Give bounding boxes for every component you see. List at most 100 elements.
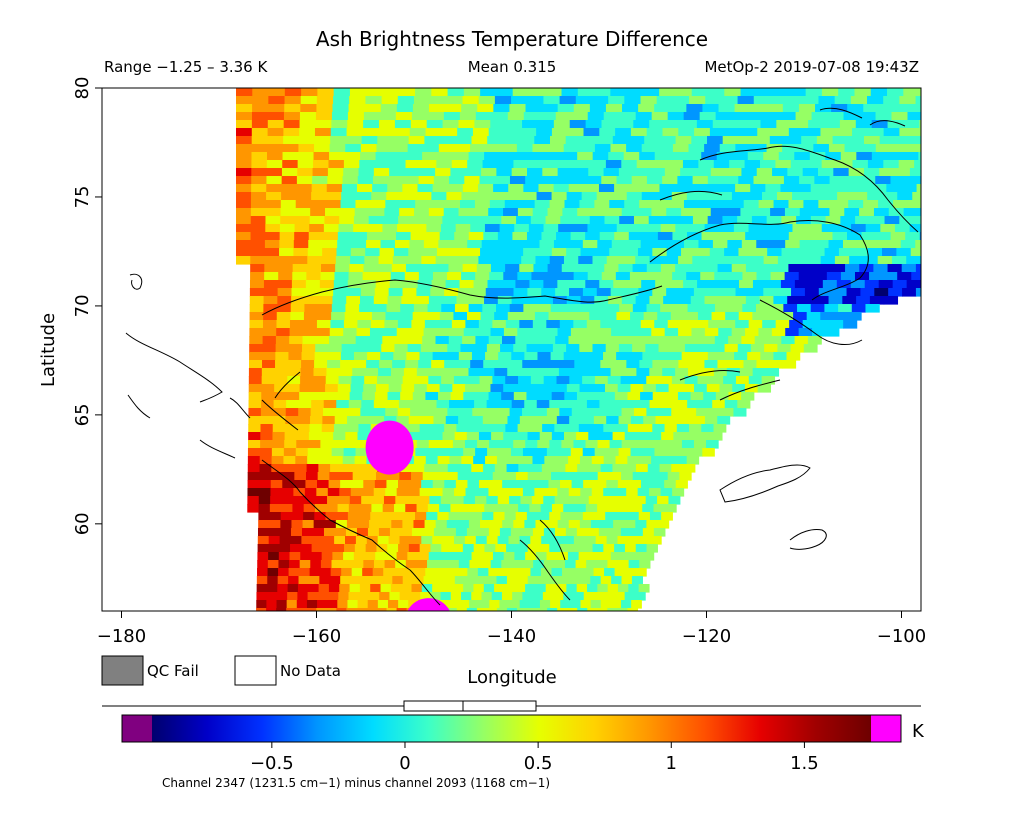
swath-pixel: [333, 424, 347, 433]
swath-pixel: [569, 416, 583, 425]
swath-pixel: [568, 184, 585, 193]
swath-pixel: [309, 568, 321, 577]
swath-pixel: [613, 360, 627, 369]
swath-pixel: [651, 208, 667, 217]
swath-pixel: [810, 216, 827, 225]
swath-pixel: [236, 96, 253, 105]
swath-pixel: [530, 376, 545, 385]
swath-pixel: [392, 256, 408, 265]
swath-pixel: [551, 432, 565, 441]
swath-pixel: [251, 112, 269, 121]
swath-pixel: [436, 328, 451, 337]
swath-pixel: [357, 432, 371, 441]
swath-pixel: [349, 584, 361, 593]
swath-pixel: [592, 344, 607, 353]
swath-pixel: [450, 168, 467, 177]
swath-pixel: [691, 136, 708, 145]
swath-pixel: [236, 88, 253, 97]
swath-pixel: [558, 448, 572, 457]
swath-pixel: [541, 464, 555, 473]
swath-pixel: [647, 464, 661, 473]
swath-pixel: [828, 296, 843, 305]
swath-pixel: [369, 208, 385, 217]
swath-pixel: [638, 584, 650, 593]
swath-pixel: [758, 200, 775, 209]
swath-pixel: [413, 304, 429, 313]
swath-pixel: [412, 216, 429, 225]
swath-pixel: [256, 584, 268, 593]
swath-pixel: [541, 384, 555, 393]
swath-pixel: [295, 200, 312, 209]
swath-pixel: [854, 272, 870, 281]
swath-pixel: [321, 432, 334, 441]
swath-pixel: [581, 544, 594, 553]
swath-pixel: [616, 176, 633, 185]
swath-pixel: [250, 264, 265, 273]
swath-pixel: [393, 352, 408, 361]
swath-pixel: [381, 232, 397, 241]
swath-pixel: [461, 104, 478, 113]
swath-pixel: [657, 312, 672, 321]
swath-pixel: [826, 272, 842, 281]
swath-pixel: [612, 136, 630, 145]
swath-pixel: [353, 352, 368, 361]
swath-pixel: [594, 296, 609, 305]
swath-pixel: [609, 408, 623, 417]
swath-pixel: [412, 104, 430, 113]
swath-pixel: [257, 528, 270, 537]
swath-pixel: [502, 520, 514, 529]
swath-pixel: [635, 544, 648, 553]
swath-pixel: [486, 576, 498, 585]
swath-pixel: [488, 528, 501, 537]
swath-pixel: [369, 336, 383, 345]
swath-pixel: [267, 568, 279, 577]
swath-pixel: [315, 344, 330, 353]
swath-pixel: [687, 400, 701, 409]
swath-pixel: [459, 464, 472, 473]
swath-pixel: [625, 568, 637, 577]
swath-pixel: [357, 600, 369, 609]
swath-pixel: [916, 184, 921, 193]
swath-pixel: [782, 144, 799, 153]
swath-pixel: [517, 328, 532, 337]
swath-pixel: [610, 88, 628, 97]
swath-pixel: [316, 488, 329, 497]
swath-pixel: [439, 552, 451, 561]
swath-pixel: [805, 88, 823, 97]
swath-pixel: [643, 272, 659, 281]
swath-pixel: [530, 536, 542, 545]
swath-pixel: [574, 472, 587, 481]
swath-pixel: [589, 104, 607, 113]
swath-pixel: [407, 344, 422, 353]
swath-pixel: [563, 144, 580, 153]
swath-pixel: [445, 416, 459, 425]
swath-pixel: [617, 584, 629, 593]
swath-pixel: [752, 368, 767, 377]
slider-thumb[interactable]: [403, 700, 537, 712]
swath-pixel: [258, 504, 271, 513]
swath-pixel: [372, 184, 388, 193]
swath-pixel: [268, 552, 280, 561]
swath-pixel: [444, 424, 457, 433]
swath-pixel: [575, 96, 593, 105]
swath-pixel: [271, 464, 284, 473]
swath-pixel: [459, 512, 472, 521]
swath-pixel: [585, 440, 599, 449]
swath-pixel: [376, 144, 393, 153]
swath-pixel: [604, 568, 616, 577]
swath-pixel: [550, 136, 567, 145]
swath-pixel: [499, 224, 515, 233]
swath-pixel: [465, 488, 478, 497]
swath-pixel: [332, 552, 344, 561]
swath-pixel: [352, 560, 364, 569]
swath-pixel: [693, 288, 709, 297]
swath-pixel: [295, 208, 311, 217]
swath-pixel: [283, 128, 300, 137]
swath-pixel: [358, 520, 370, 529]
swath-pixel: [615, 128, 632, 137]
swath-pixel: [260, 424, 274, 433]
swath-pixel: [250, 272, 265, 281]
swath-pixel: [366, 240, 382, 249]
swath-pixel: [438, 144, 456, 153]
swath-pixel: [692, 176, 709, 185]
